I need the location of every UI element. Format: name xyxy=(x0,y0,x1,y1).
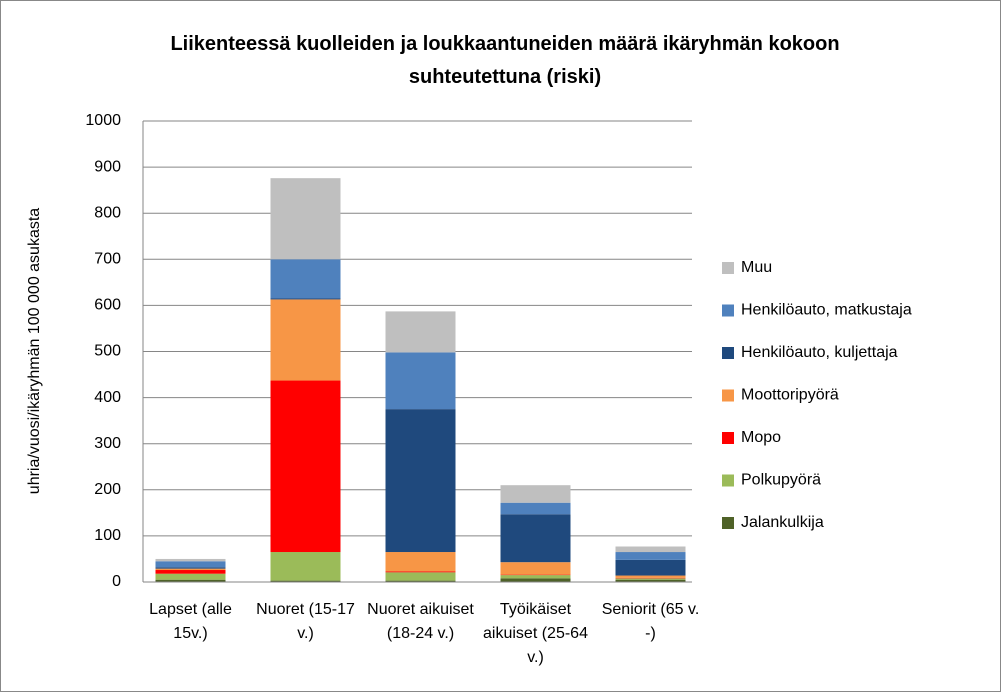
x-tick-label: Nuoret (15-17 v.) xyxy=(256,601,355,642)
y-tick-label: 600 xyxy=(94,297,121,314)
bar-segment xyxy=(270,178,341,260)
bar-segment xyxy=(270,298,341,300)
bar-segment xyxy=(270,299,341,381)
y-tick-label: 800 xyxy=(94,204,121,221)
legend-label: Henkilöauto, kuljettaja xyxy=(741,344,898,361)
bar-segment xyxy=(500,578,571,582)
bar-segment xyxy=(385,571,456,573)
bar-segment xyxy=(500,575,571,579)
legend-label: Jalankulkija xyxy=(741,514,824,531)
bar-segment xyxy=(385,311,456,353)
legend-swatch xyxy=(722,474,734,487)
y-tick-label: 1000 xyxy=(85,112,121,129)
bar-segment xyxy=(155,570,226,574)
x-tick-label: Nuoret aikuiset (18-24 v.) xyxy=(367,601,474,642)
y-tick-label: 0 xyxy=(112,573,121,590)
bar-segment xyxy=(270,580,341,582)
bar-segment xyxy=(385,552,456,572)
y-tick-label: 500 xyxy=(94,343,121,360)
bar-segment xyxy=(270,552,341,581)
bar-segment xyxy=(270,259,341,299)
y-axis-title: uhria/vuosi/ikäryhmän 100 000 asukasta xyxy=(26,208,43,494)
bar-segment xyxy=(155,561,226,568)
legend-swatch xyxy=(722,517,734,529)
bar-segment xyxy=(500,502,571,515)
x-tick-label: Lapset (alle 15v.) xyxy=(149,601,232,642)
bar-segment xyxy=(615,559,686,576)
bar-segment xyxy=(615,546,686,553)
bar-segment xyxy=(615,578,686,580)
bar-segment xyxy=(155,568,226,571)
bar-segment xyxy=(155,579,226,582)
y-tick-label: 400 xyxy=(94,389,121,406)
y-tick-label: 700 xyxy=(94,251,121,268)
bar-segment xyxy=(155,567,226,569)
y-tick-label: 100 xyxy=(94,527,121,544)
bar-segment xyxy=(385,409,456,553)
bar-segment xyxy=(500,514,571,563)
legend-label: Muu xyxy=(741,259,772,276)
bar-segment xyxy=(385,572,456,581)
legend-label: Polkupyörä xyxy=(741,472,821,489)
x-tick-label: Työikäiset aikuiset (25-64 v.) xyxy=(483,601,588,666)
legend-swatch xyxy=(722,347,734,359)
bar-segment xyxy=(500,485,571,503)
y-tick-label: 200 xyxy=(94,481,121,498)
legend-label: Moottoripyörä xyxy=(741,387,839,404)
bar-segment xyxy=(615,579,686,582)
chart-title: Liikenteessä kuolleiden ja loukkaantunei… xyxy=(170,33,840,88)
legend-label: Mopo xyxy=(741,429,781,446)
bar-segment xyxy=(155,558,226,562)
bar-segment xyxy=(615,575,686,578)
legend-swatch xyxy=(722,432,734,444)
y-tick-label: 300 xyxy=(94,435,121,452)
bar-segment xyxy=(615,552,686,560)
y-tick-label: 900 xyxy=(94,158,121,175)
bar-segment xyxy=(385,352,456,410)
bar-segment xyxy=(500,562,571,575)
legend-swatch xyxy=(722,389,734,402)
x-tick-label: Seniorit (65 v. -) xyxy=(601,601,700,642)
legend-swatch xyxy=(722,304,734,317)
bar-segment xyxy=(155,573,226,580)
bar-segment xyxy=(385,580,456,582)
legend-swatch xyxy=(722,262,734,274)
legend-label: Henkilöauto, matkustaja xyxy=(741,302,912,319)
bar-segment xyxy=(270,380,341,553)
